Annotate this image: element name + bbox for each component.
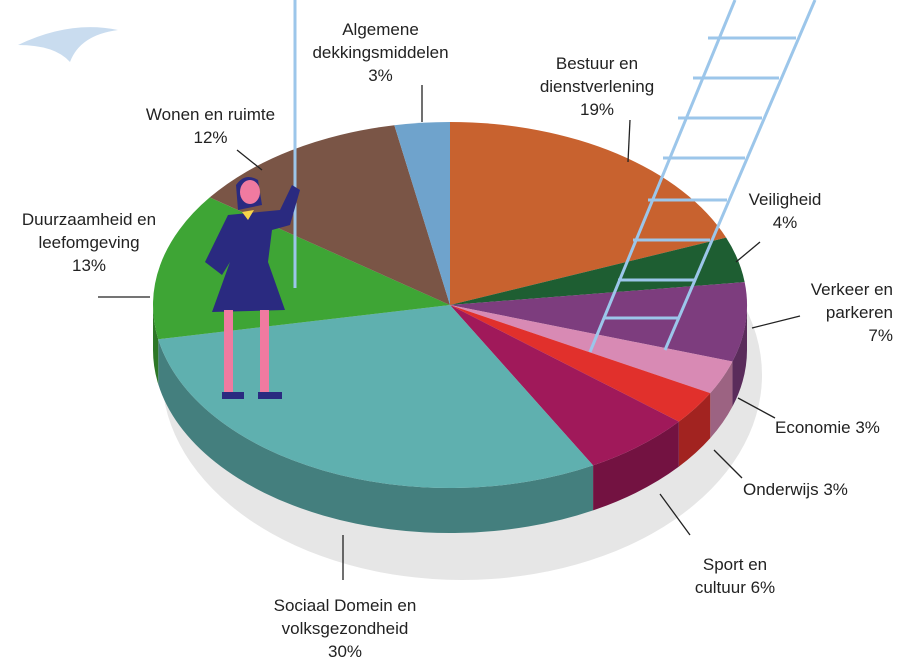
bird-logo	[18, 27, 118, 62]
slice-label: Sport en cultuur 6%	[680, 553, 790, 599]
value-label: 3%	[823, 480, 848, 499]
category-label: Veiligheid	[735, 188, 835, 211]
category-label: Economie	[775, 418, 851, 437]
value-label: 4%	[735, 211, 835, 234]
category-label: Algemene dekkingsmiddelen	[293, 18, 468, 64]
value-label: 12%	[128, 126, 293, 149]
category-label: Wonen en ruimte	[128, 103, 293, 126]
leader-line	[628, 120, 630, 162]
value-label: 6%	[751, 578, 776, 597]
slice-label: Onderwijs 3%	[743, 478, 868, 501]
leader-line	[736, 242, 760, 262]
infographic: Bestuur en dienstverlening19% Veiligheid4…	[0, 0, 903, 662]
category-label: Sociaal Domein en volksgezondheid	[250, 594, 440, 640]
value-label: 13%	[0, 254, 178, 277]
value-label: 3%	[855, 418, 880, 437]
leader-line	[237, 150, 262, 170]
category-label: Onderwijs	[743, 480, 819, 499]
value-label: 19%	[522, 98, 672, 121]
category-label: Bestuur en dienstverlening	[522, 52, 672, 98]
category-label: Verkeer en parkeren	[783, 278, 893, 324]
slice-label: Economie 3%	[775, 416, 900, 439]
value-label: 3%	[293, 64, 468, 87]
value-label: 7%	[783, 324, 893, 347]
value-label: 30%	[250, 640, 440, 662]
category-label: Duurzaamheid en leefomgeving	[0, 208, 178, 254]
